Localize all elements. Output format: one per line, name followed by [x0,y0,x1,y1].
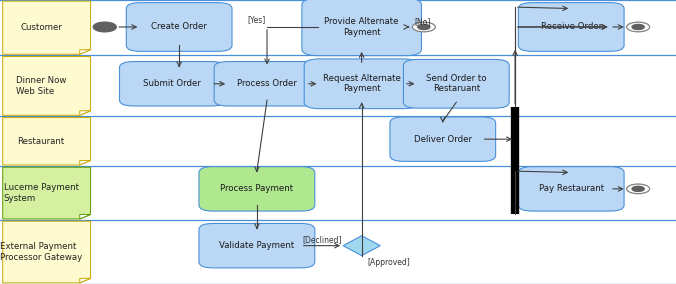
Polygon shape [3,221,91,283]
Text: Customer: Customer [20,23,62,32]
Circle shape [627,22,650,32]
Text: External Payment
Processor Gateway: External Payment Processor Gateway [0,242,82,262]
FancyBboxPatch shape [126,3,232,51]
FancyBboxPatch shape [404,59,509,108]
Text: Submit Order: Submit Order [143,79,201,88]
Circle shape [412,22,435,32]
Text: [No]: [No] [414,17,431,26]
Text: Process Payment: Process Payment [220,184,293,193]
Bar [0,55,676,116]
Circle shape [627,184,650,194]
FancyBboxPatch shape [518,167,624,211]
FancyBboxPatch shape [518,3,624,51]
FancyBboxPatch shape [390,117,496,161]
Text: [Declined]: [Declined] [302,235,341,244]
Text: [Approved]: [Approved] [367,258,410,267]
Polygon shape [80,50,91,54]
Polygon shape [80,214,91,219]
FancyBboxPatch shape [304,59,419,108]
Text: Provide Alternate
Payment: Provide Alternate Payment [324,17,399,37]
Bar [0,220,676,284]
Text: Validate Payment: Validate Payment [219,241,295,250]
FancyBboxPatch shape [199,167,315,211]
Text: Create Order: Create Order [151,22,207,32]
Polygon shape [343,236,380,256]
Circle shape [93,22,116,32]
FancyBboxPatch shape [214,62,320,106]
Text: Dinner Now
Web Site: Dinner Now Web Site [16,76,66,96]
Circle shape [418,24,430,30]
FancyBboxPatch shape [302,0,421,56]
Text: Receive Order: Receive Order [541,22,602,32]
Circle shape [632,186,644,191]
Polygon shape [80,160,91,165]
Text: [Yes]: [Yes] [248,15,266,24]
Text: Process Order: Process Order [237,79,297,88]
Text: Restaurant: Restaurant [18,137,65,146]
Text: Pay Restaurant: Pay Restaurant [539,184,604,193]
Text: Lucerne Payment
System: Lucerne Payment System [4,183,78,203]
Text: Deliver Order: Deliver Order [414,135,472,144]
Polygon shape [80,111,91,115]
Polygon shape [3,57,91,115]
Bar [0,166,676,220]
FancyBboxPatch shape [199,224,315,268]
FancyBboxPatch shape [120,62,225,106]
Polygon shape [3,167,91,219]
Polygon shape [80,278,91,283]
Polygon shape [3,1,91,54]
Bar [0,116,676,166]
Polygon shape [3,118,91,165]
Circle shape [632,24,644,30]
Text: Send Order to
Restaruant: Send Order to Restaruant [426,74,487,93]
Bar [0,0,676,55]
Text: Request Alternate
Payment: Request Alternate Payment [322,74,401,93]
